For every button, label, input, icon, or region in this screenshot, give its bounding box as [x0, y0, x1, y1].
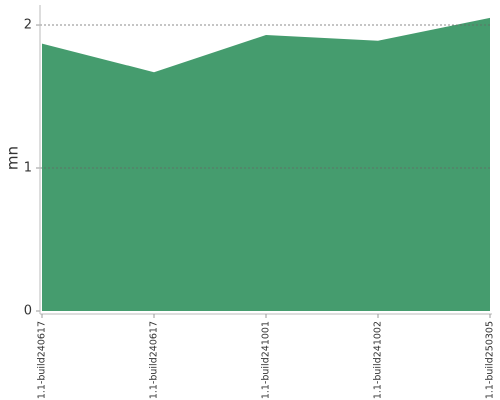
- x-tick-label: 1.1-build241001: [261, 321, 272, 399]
- y-tick-label: 0: [24, 304, 32, 319]
- area: [42, 17, 490, 311]
- y-tick-label: 2: [24, 18, 32, 33]
- x-tick-label: 1.1-build250305: [485, 321, 496, 399]
- y-tick-label: 1: [24, 161, 32, 176]
- x-tick-label: 1.1-build240617: [149, 321, 160, 399]
- x-tick-label: 1.1-build241002: [373, 321, 384, 399]
- x-tick-label: 1.1-build240617: [37, 321, 48, 399]
- y-axis-label: mn: [4, 146, 22, 170]
